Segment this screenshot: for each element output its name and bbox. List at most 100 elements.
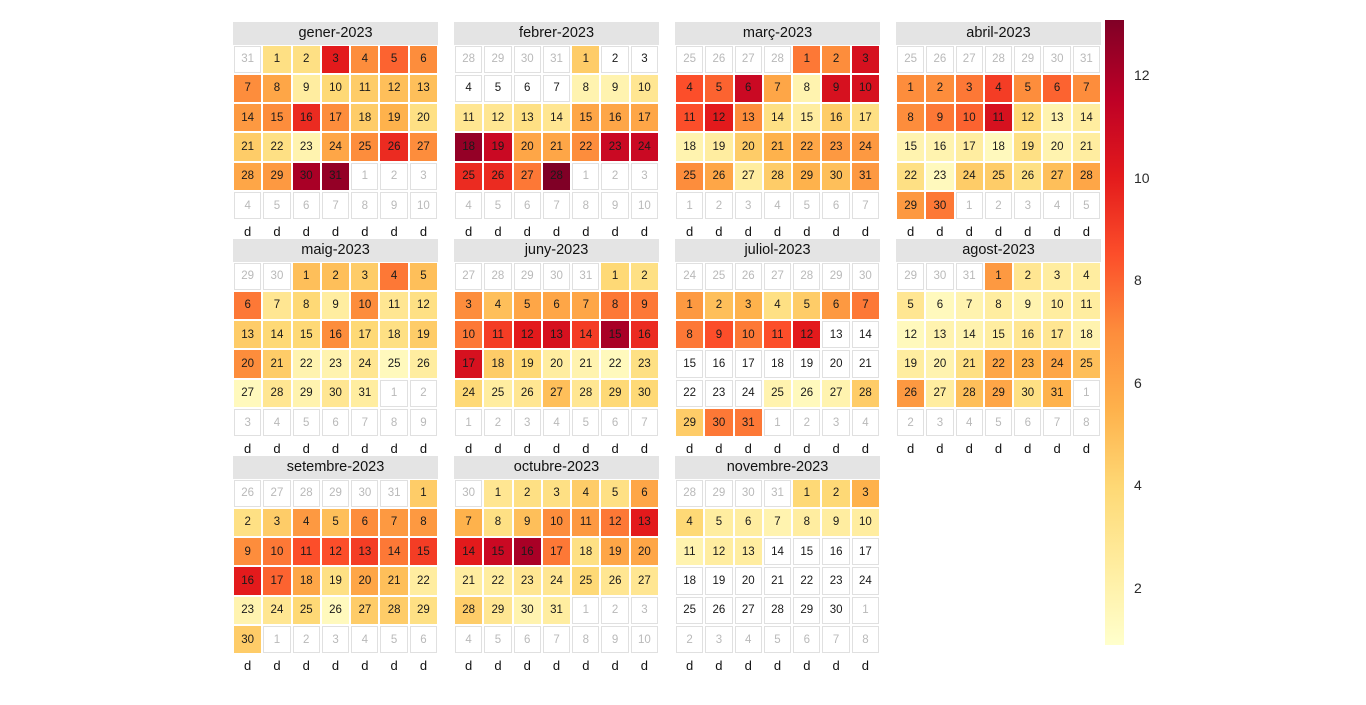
day-cell: 4 — [379, 261, 409, 291]
day-cell: 18 — [379, 320, 409, 350]
day-cell: 4 — [762, 290, 793, 321]
day-cell: 6 — [821, 190, 851, 221]
day-cell: 10 — [850, 73, 881, 104]
day-cell: 25 — [483, 378, 513, 408]
day-cell: 10 — [320, 73, 351, 104]
day-cell: 7 — [629, 407, 660, 438]
day-cell: 28 — [983, 44, 1014, 74]
day-cell: 7 — [850, 290, 881, 321]
day-cell: 24 — [674, 261, 705, 291]
day-cell: 21 — [453, 566, 484, 596]
day-cell: 1 — [571, 44, 601, 74]
day-cell: 3 — [850, 44, 881, 74]
day-cell: 2 — [291, 44, 321, 74]
weekday-label: d — [302, 658, 310, 674]
weekday-label: d — [331, 658, 340, 674]
day-cell: 2 — [983, 190, 1014, 221]
day-cell: 23 — [600, 132, 630, 162]
weekday-label: d — [494, 441, 502, 457]
day-cell: 29 — [792, 595, 822, 625]
weekday-label: d — [302, 224, 310, 240]
day-cell: 4 — [291, 507, 321, 538]
day-cell: 17 — [1042, 320, 1072, 350]
day-cell: 16 — [925, 132, 955, 162]
day-cell: 4 — [262, 407, 292, 438]
day-cell: 26 — [704, 595, 734, 625]
day-cell: 23 — [821, 566, 851, 596]
month-calendar: setembre-2023 26 27 28 29 30 31 1 2 3 4 5 6 7 8 9 10 11 12… — [233, 456, 439, 674]
day-cell: 17 — [850, 103, 881, 133]
day-cell: 5 — [483, 190, 513, 221]
weekday-label: d — [523, 658, 531, 674]
day-cell: 16 — [600, 103, 630, 133]
day-cell: 7 — [320, 190, 351, 221]
day-cell: 17 — [850, 537, 881, 567]
weekday-label: d — [803, 441, 811, 457]
month-title: març-2023 — [674, 22, 881, 45]
day-cell: 4 — [453, 73, 484, 104]
day-cell: 23 — [821, 132, 851, 162]
day-cell: 27 — [733, 161, 763, 191]
weekday-label: d — [1024, 224, 1032, 240]
day-cell: 28 — [233, 161, 263, 191]
day-cell: 7 — [762, 73, 793, 104]
weekday-label: d — [273, 658, 281, 674]
weekday-label: d — [582, 441, 590, 457]
day-cell: 24 — [320, 132, 351, 162]
day-cell: 2 — [821, 478, 851, 508]
weekday-label: d — [331, 224, 340, 240]
day-cell: 17 — [262, 566, 292, 596]
day-cell: 24 — [262, 595, 292, 625]
day-cell: 24 — [850, 566, 881, 596]
day-cell: 25 — [1071, 349, 1102, 379]
day-cell: 6 — [821, 290, 851, 321]
day-cell: 15 — [571, 103, 601, 133]
day-cell: 18 — [291, 566, 321, 596]
day-cell: 4 — [674, 73, 705, 104]
day-cell: 25 — [704, 261, 734, 291]
weekday-label: d — [715, 658, 723, 674]
day-cell: 18 — [571, 537, 601, 567]
day-cell: 25 — [674, 161, 705, 191]
weekday-label: d — [419, 658, 428, 674]
day-cell: 24 — [350, 349, 380, 379]
weekday-label: d — [465, 658, 473, 674]
weekday-label: d — [994, 441, 1003, 457]
day-cell: 17 — [629, 103, 660, 133]
day-cell: 1 — [792, 44, 822, 74]
day-cell: 7 — [350, 407, 380, 438]
month-title: maig-2023 — [233, 239, 439, 262]
day-cell: 20 — [350, 566, 380, 596]
weekday-label: d — [906, 441, 915, 457]
day-cell: 21 — [850, 349, 881, 379]
day-cell: 30 — [512, 44, 542, 74]
weekday-label: d — [552, 224, 561, 240]
day-cell: 14 — [541, 103, 572, 133]
day-cell: 29 — [674, 407, 705, 438]
month-title: juny-2023 — [453, 239, 660, 262]
day-cell: 23 — [629, 349, 660, 379]
day-cell: 30 — [291, 161, 321, 191]
day-cell: 8 — [291, 290, 321, 321]
day-cell: 20 — [233, 349, 263, 379]
day-cell: 4 — [453, 190, 484, 221]
day-cell: 9 — [379, 190, 409, 221]
weekday-label: d — [686, 224, 694, 240]
day-cell: 4 — [350, 44, 380, 74]
day-cell: 29 — [895, 261, 926, 291]
day-cell: 9 — [704, 320, 734, 350]
day-cell: 21 — [262, 349, 292, 379]
day-cell: 29 — [262, 161, 292, 191]
day-cell: 6 — [291, 190, 321, 221]
day-cell: 8 — [571, 190, 601, 221]
day-cell: 27 — [925, 378, 955, 408]
weekday-label: d — [552, 658, 561, 674]
day-cell: 29 — [291, 378, 321, 408]
day-cell: 11 — [291, 537, 321, 567]
day-cell: 11 — [571, 507, 601, 538]
weekday-label: d — [1024, 441, 1032, 457]
day-cell: 3 — [733, 290, 763, 321]
day-cell: 2 — [379, 161, 409, 191]
day-cell: 19 — [512, 349, 542, 379]
day-cell: 3 — [541, 478, 572, 508]
